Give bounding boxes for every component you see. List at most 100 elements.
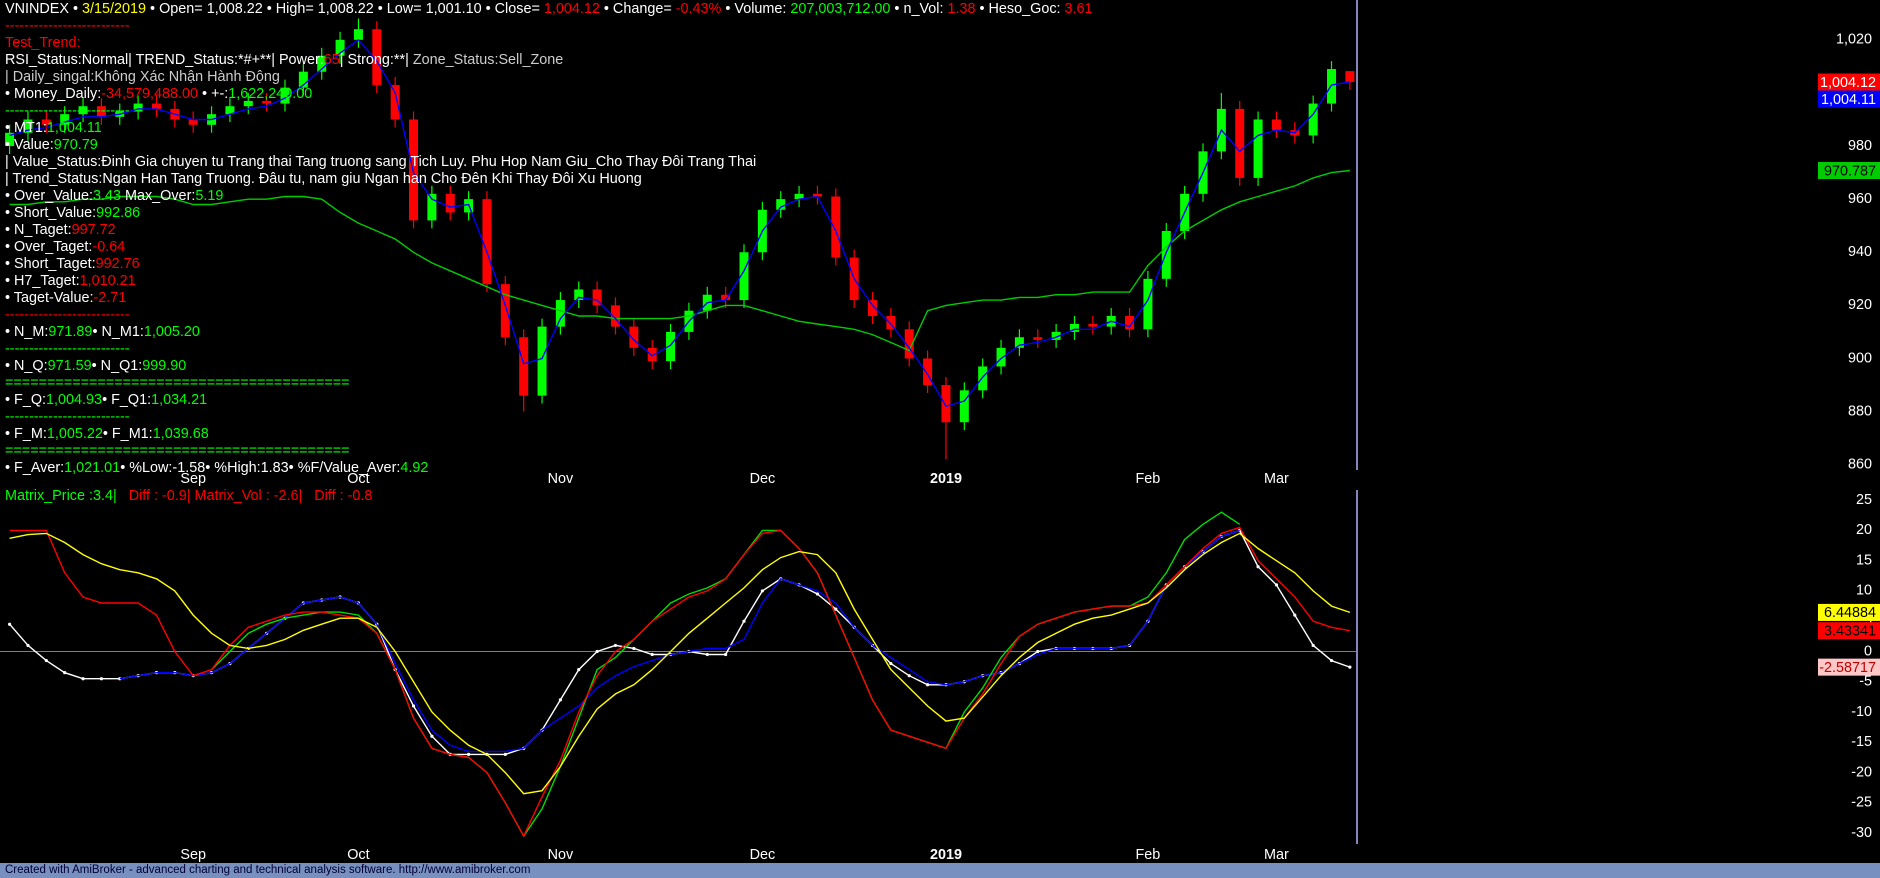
y-tick-label: 980	[1848, 138, 1872, 154]
info-text: --------------------------	[5, 341, 130, 357]
candle-body	[592, 289, 602, 306]
series-marker	[1311, 643, 1315, 648]
y-tick-label: 860	[1848, 456, 1872, 472]
value-label: 970.787	[1824, 163, 1876, 179]
candle-body	[243, 100, 253, 107]
y-tick-label: -20	[1851, 764, 1872, 780]
series-marker	[613, 643, 618, 648]
info-text: 1,004.11	[46, 120, 102, 136]
candle-body	[1014, 337, 1024, 348]
series-marker	[760, 589, 764, 593]
y-tick-label: 25	[1856, 492, 1872, 508]
candle-body	[60, 114, 70, 125]
info-line: • Over_Value:3.43 Max_Over:5.19	[5, 188, 1093, 205]
series-marker	[834, 607, 838, 611]
info-line: --------------------------	[5, 307, 1093, 324]
info-line: • Short_Taget:992.76	[5, 256, 1093, 273]
x-tick-label: Oct	[347, 471, 369, 487]
info-text: 1.38	[947, 1, 976, 17]
info-text: -34,579,488.00	[101, 86, 199, 102]
info-text: -0.64	[92, 239, 126, 255]
legend-text: Matrix_Price :3.4|	[5, 488, 117, 504]
y-tick-label: 0	[1864, 643, 1872, 659]
info-text: • Taget-Value:	[5, 290, 94, 306]
info-text: 1,021.01	[64, 460, 121, 476]
x-tick-label: Mar	[1264, 847, 1289, 863]
info-line: • N_Q:971.59• N_Q1:999.90	[5, 358, 1093, 375]
value-label-box	[1818, 73, 1880, 91]
info-text: •	[68, 1, 83, 17]
value-label-box	[1818, 658, 1880, 676]
info-line: • N_Taget:997.72	[5, 222, 1093, 239]
candle-body	[151, 103, 161, 109]
candle-body	[482, 199, 492, 285]
value-label: 1,004.12	[1820, 75, 1876, 91]
candle-body	[831, 196, 841, 258]
info-text: 3.43	[92, 188, 121, 204]
candle-body	[188, 119, 198, 125]
candle-body	[555, 300, 565, 327]
info-line: | Value_Status:Đinh Gia chuyen tu Trang …	[5, 154, 1093, 171]
info-text: ========================================…	[5, 375, 350, 391]
info-text: • N_Q1:	[91, 358, 143, 374]
series-line	[211, 511, 1241, 838]
info-line: • F_Q:1,004.93• F_Q1:1,034.21	[5, 392, 1093, 409]
info-text: 971.59	[47, 358, 92, 374]
info-line: • N_M:971.89• N_M1:1,005.20	[5, 324, 1093, 341]
y-tick-label: -30	[1851, 825, 1872, 841]
candle-body	[262, 100, 272, 104]
series-marker	[705, 652, 709, 657]
candle-body	[298, 71, 308, 88]
value-label-box	[1818, 603, 1880, 621]
info-text: • Value:	[5, 137, 54, 153]
info-text: Zone_Status:Sell_Zone	[412, 52, 564, 68]
y-tick-label: 15	[1856, 552, 1872, 568]
info-text: | Trend_Status:Ngan Han Tang Truong. Đâu…	[5, 171, 642, 187]
candle-body	[666, 331, 676, 362]
value-label: 1,004.11	[1821, 92, 1876, 108]
info-line: Test_Trend:	[5, 35, 1093, 52]
info-text: -2.71	[93, 290, 127, 306]
info-text: VNINDEX	[5, 1, 69, 17]
series-marker	[650, 652, 654, 657]
info-text: • F_Aver:	[5, 460, 65, 476]
info-text: 65	[323, 52, 340, 68]
y-tick-label: 960	[1848, 191, 1872, 207]
series-marker	[26, 643, 30, 648]
candle-body	[1069, 323, 1079, 332]
candle-body	[1161, 231, 1171, 279]
series-marker	[1256, 565, 1260, 569]
info-text: • Short_Value:	[5, 205, 97, 221]
series-marker	[907, 674, 911, 678]
info-text: • Short_Taget:	[5, 256, 96, 272]
value-label: 6.44884	[1824, 605, 1876, 621]
info-text: 999.90	[142, 358, 187, 374]
candle-body	[941, 385, 951, 423]
info-text: • H7_Taget:	[5, 273, 80, 289]
info-text: 1,010.21	[79, 273, 136, 289]
series-marker	[742, 619, 746, 623]
info-text: • N_Q:	[5, 358, 48, 374]
candle-body	[647, 347, 657, 362]
info-text: 970.79	[53, 137, 98, 153]
info-text: 1,622,240.00	[228, 86, 313, 102]
info-text: • Money_Daily:	[5, 86, 102, 102]
info-line: --------------------------	[5, 409, 1093, 426]
info-text: 4.92	[400, 460, 429, 476]
info-text: 1,004.12	[543, 1, 600, 17]
x-tick-label: Nov	[548, 471, 574, 487]
series-marker	[724, 652, 728, 657]
candle-body	[904, 329, 914, 359]
info-text: 5.19	[195, 188, 224, 204]
info-text: 207,003,712.00	[790, 1, 891, 17]
candle-body	[629, 326, 639, 348]
candle-body	[427, 193, 437, 221]
candle-body	[959, 390, 969, 423]
candle-body	[610, 305, 620, 327]
candle-body	[1327, 69, 1337, 104]
series-marker	[558, 698, 563, 702]
info-line: • Taget-Value:-2.71	[5, 290, 1093, 307]
series-marker	[632, 646, 636, 651]
